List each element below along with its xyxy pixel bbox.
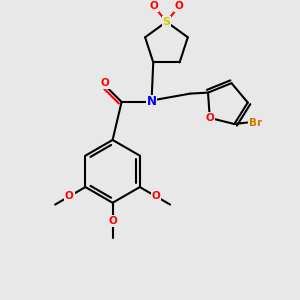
Text: O: O <box>108 216 117 226</box>
Text: O: O <box>152 191 160 201</box>
Text: O: O <box>101 78 110 88</box>
Text: O: O <box>206 113 214 123</box>
Text: O: O <box>65 191 74 201</box>
Text: Br: Br <box>249 118 262 128</box>
Text: O: O <box>175 1 183 11</box>
Text: N: N <box>146 95 157 109</box>
Text: O: O <box>149 1 158 11</box>
Text: S: S <box>163 17 170 27</box>
